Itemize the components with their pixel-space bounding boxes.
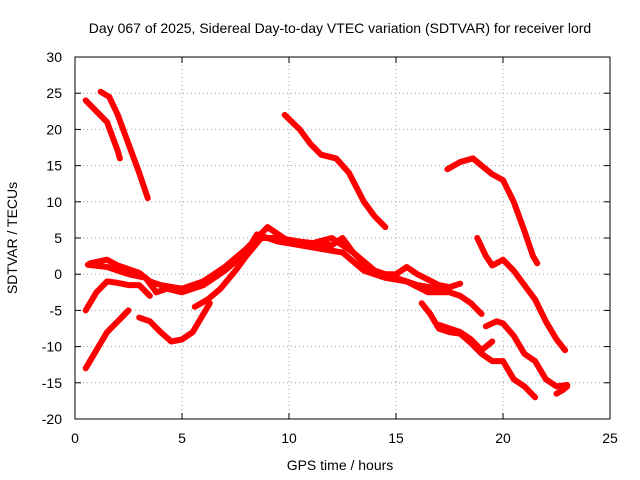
chart-title: Day 067 of 2025, Sidereal Day-to-day VTE… bbox=[89, 20, 591, 36]
x-tick-label: 15 bbox=[388, 430, 404, 446]
series-line-s9 bbox=[82, 307, 132, 372]
y-tick-label: -20 bbox=[42, 411, 62, 427]
y-tick-label: 15 bbox=[46, 158, 62, 174]
series-layer bbox=[82, 88, 571, 401]
series-line-s10 bbox=[136, 300, 213, 345]
y-tick-label: -5 bbox=[50, 302, 63, 318]
y-tick-label: 10 bbox=[46, 194, 62, 210]
series-line-s15 bbox=[553, 383, 571, 397]
x-tick-label: 10 bbox=[281, 430, 297, 446]
y-axis-label: SDTVAR / TECUs bbox=[4, 182, 20, 294]
series-line-s6 bbox=[84, 231, 485, 317]
y-tick-label: 25 bbox=[46, 85, 62, 101]
x-tick-label: 25 bbox=[602, 430, 618, 446]
series-line-s14 bbox=[482, 318, 571, 390]
x-tick-label: 0 bbox=[71, 430, 79, 446]
y-tick-label: -10 bbox=[42, 339, 62, 355]
x-tick-label: 5 bbox=[178, 430, 186, 446]
ticks-layer: 0 5 10 15 20 25 -20 -15 -10 -5 0 5 10 15 20 25 30 bbox=[42, 49, 618, 446]
x-axis-label: GPS time / hours bbox=[287, 457, 394, 473]
series-line-s7 bbox=[82, 278, 153, 314]
series-line-s1 bbox=[82, 97, 123, 162]
series-line-s2 bbox=[97, 88, 151, 202]
series-line-s12 bbox=[435, 321, 496, 354]
series-line-s13 bbox=[474, 235, 569, 354]
series-line-s8 bbox=[191, 235, 464, 310]
y-tick-label: 20 bbox=[46, 121, 62, 137]
y-tick-label: 0 bbox=[54, 266, 62, 282]
x-tick-label: 20 bbox=[495, 430, 511, 446]
y-tick-label: 5 bbox=[54, 230, 62, 246]
series-line-s3 bbox=[281, 111, 389, 231]
y-tick-label: -15 bbox=[42, 375, 62, 391]
series-line-s4 bbox=[444, 155, 541, 267]
y-tick-label: 30 bbox=[46, 49, 62, 65]
